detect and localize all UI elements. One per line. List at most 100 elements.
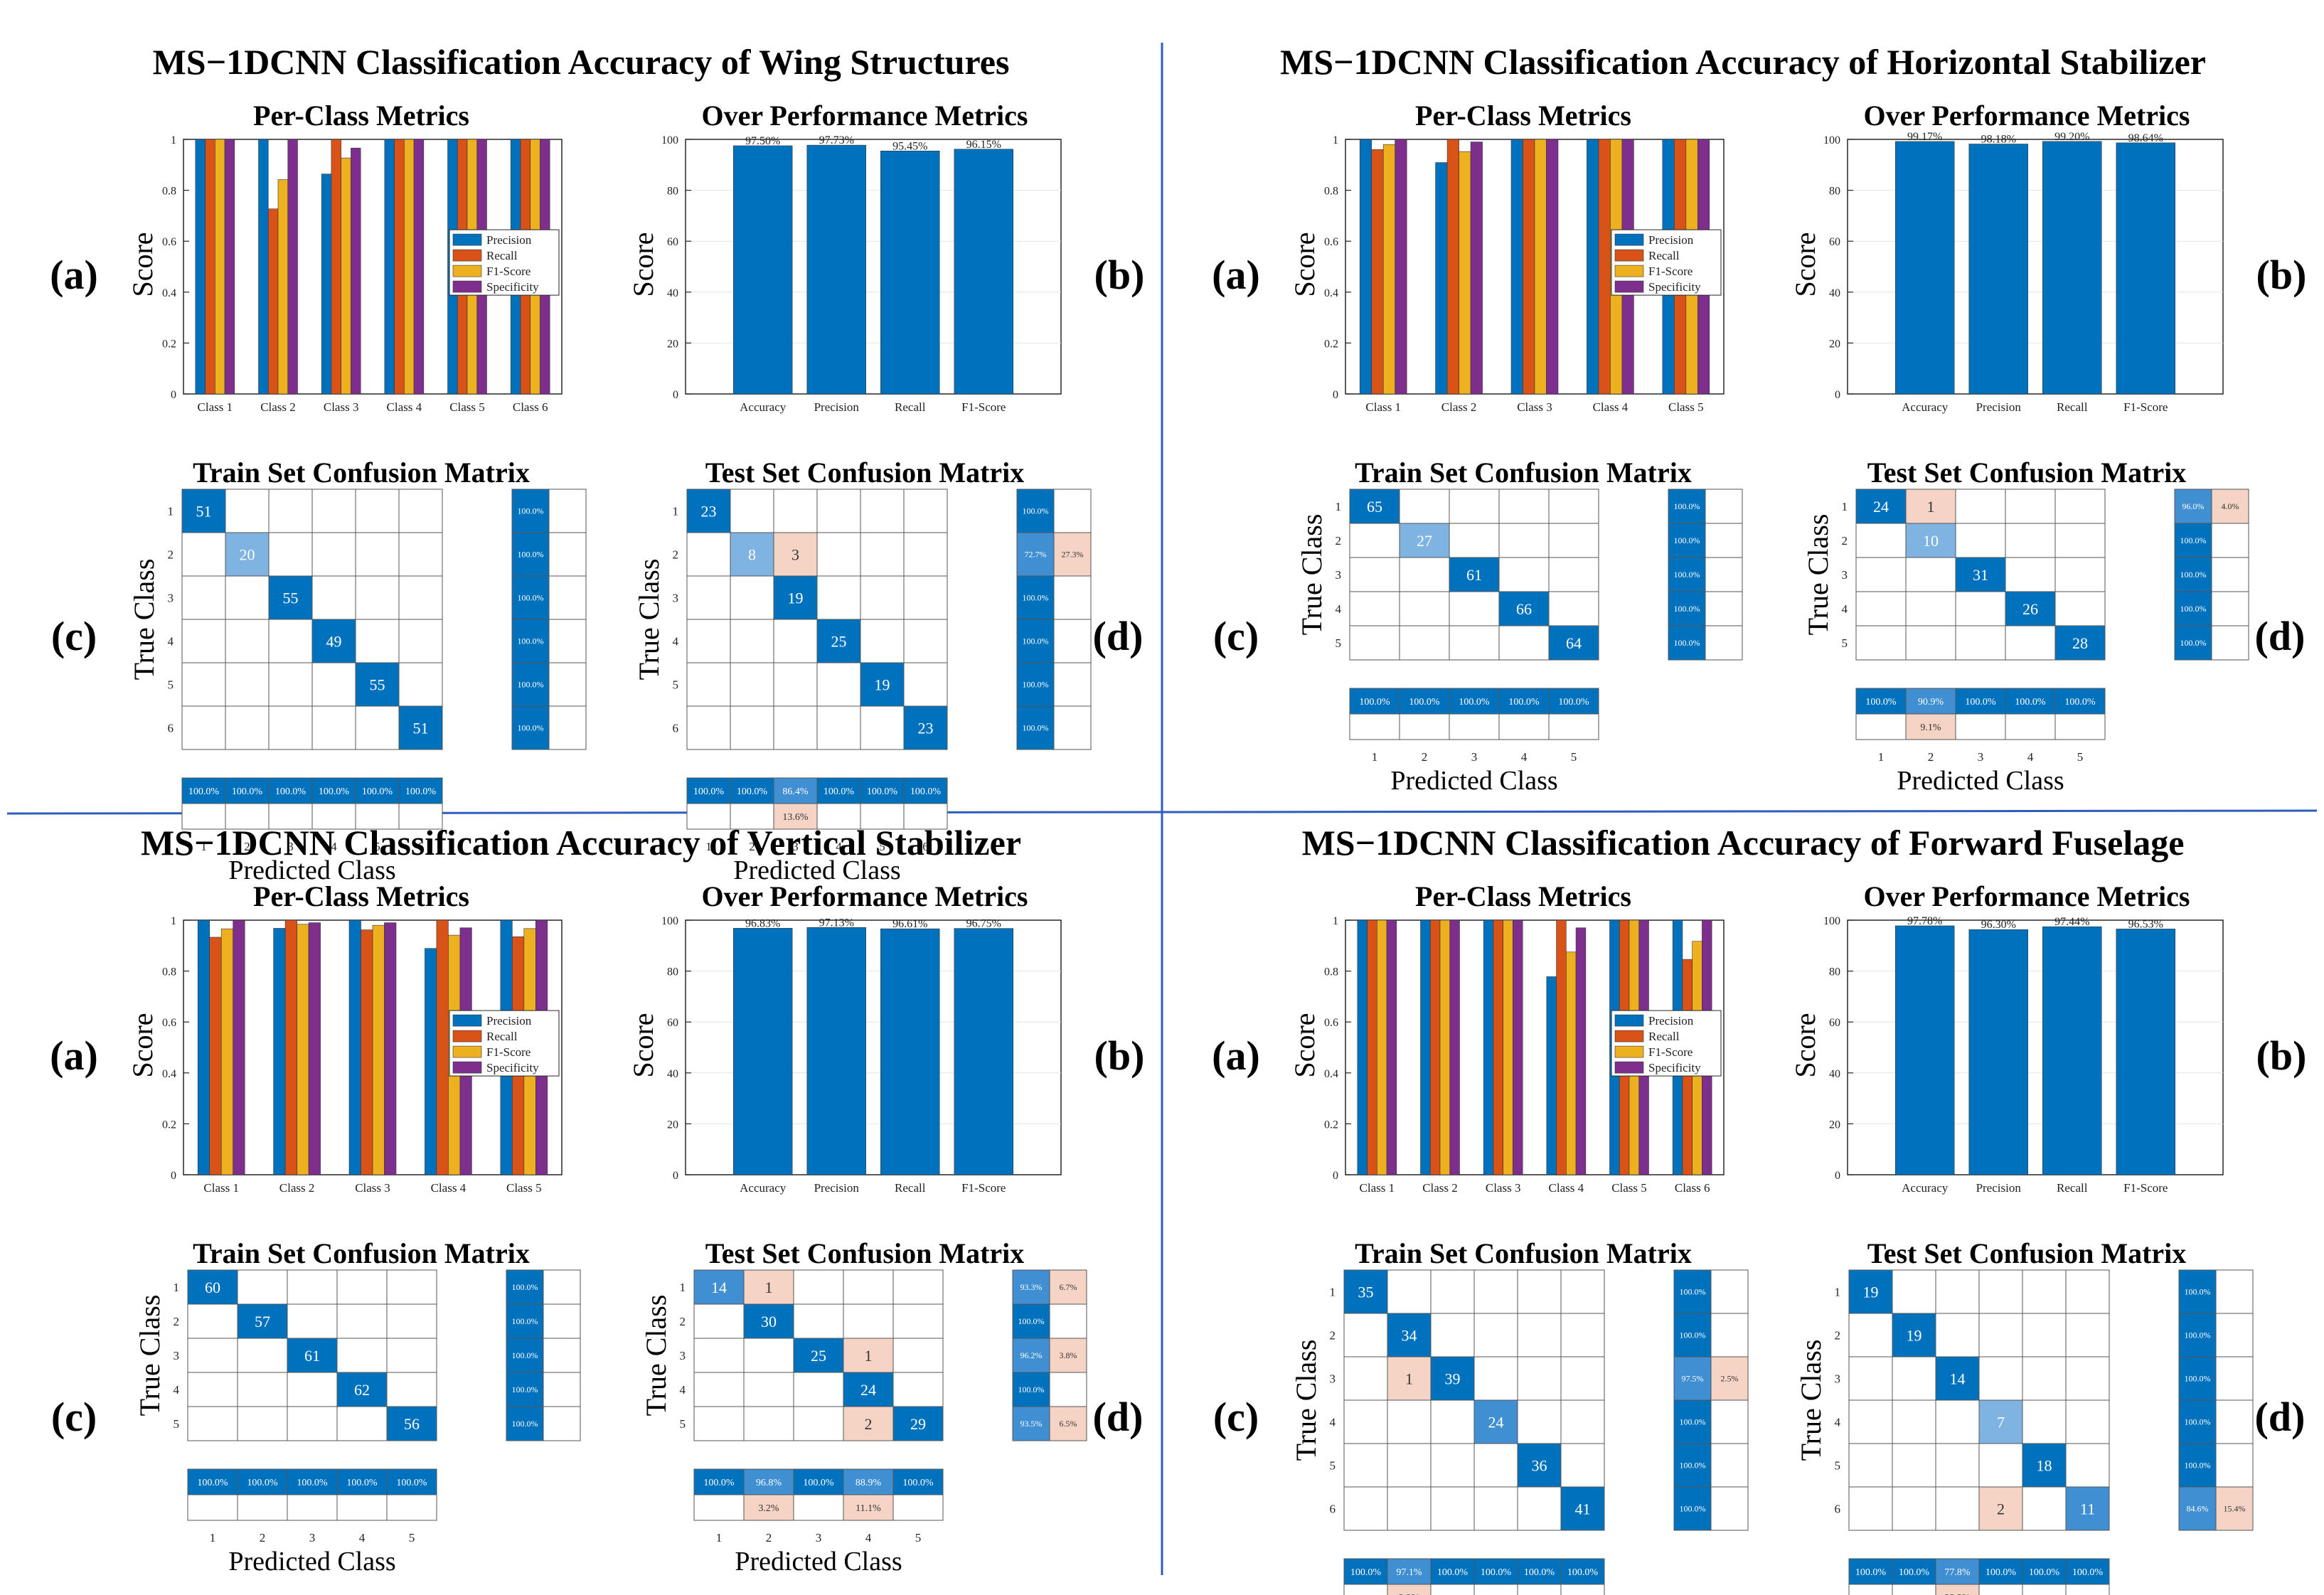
col-summary-error <box>386 1494 437 1521</box>
label-b: (b) <box>2256 1033 2307 1079</box>
cm-cell <box>743 1338 794 1373</box>
x-tick-label: Class 5 <box>1668 400 1704 414</box>
test-cm-title: Test Set Confusion Matrix <box>1867 1237 2187 1269</box>
cm-cell <box>773 705 818 750</box>
cm-cell <box>2054 557 2106 592</box>
col-summary-correct-label: 100.0% <box>902 1478 934 1488</box>
col-summary-correct-label: 88.9% <box>855 1478 882 1488</box>
row-summary-correct-label: 100.0% <box>1023 723 1049 733</box>
y-tick-label: 1 <box>1333 134 1338 146</box>
col-summary-error <box>1955 713 2006 740</box>
row-summary-correct-label: 100.0% <box>1023 593 1049 603</box>
cm-row-tick: 2 <box>680 1315 686 1328</box>
bar-recall-1 <box>1367 919 1377 1175</box>
cm-cell <box>225 532 270 577</box>
row-summary-error <box>2211 489 2249 524</box>
col-summary-correct <box>730 777 774 804</box>
cm-cell <box>892 1372 944 1407</box>
col-summary-correct-label: 100.0% <box>1359 697 1390 708</box>
cm-cell <box>1560 1486 1605 1531</box>
cm-cell <box>2005 523 2056 558</box>
col-summary-error-label: 3.2% <box>758 1503 779 1514</box>
legend-swatch-recall <box>452 1030 482 1042</box>
cm-cell <box>1548 489 1599 524</box>
cm-cell <box>816 705 861 750</box>
label-b: (b) <box>1094 252 1145 298</box>
col-summary-correct-label: 100.0% <box>1965 697 1996 708</box>
col-summary-correct-label: 100.0% <box>232 786 263 797</box>
cm-cell <box>1978 1443 2023 1488</box>
row-summary-error-label: 3.8% <box>1060 1350 1077 1360</box>
row-summary-correct-label: 100.0% <box>1674 570 1700 580</box>
col-summary-error <box>1473 1584 1518 1595</box>
cm-cell <box>237 1406 288 1441</box>
cm-cell <box>1449 523 1500 558</box>
label-d: (d) <box>2255 613 2306 659</box>
col-summary-correct-label: 100.0% <box>197 1478 228 1488</box>
cm-cell <box>892 1269 944 1305</box>
cm-cell <box>730 619 774 663</box>
bar-recall-3 <box>1493 919 1503 1175</box>
cm-cell <box>355 489 400 533</box>
cm-row-tick: 4 <box>1835 1416 1841 1429</box>
cm-cell <box>1498 591 1550 626</box>
cm-cell <box>2065 1313 2110 1357</box>
col-summary-correct <box>693 1468 745 1495</box>
bar-precision-3 <box>1510 139 1523 395</box>
cm-row-tick: 2 <box>174 1315 180 1328</box>
cm-col-tick: 5 <box>1571 750 1577 764</box>
cm-row-tick: 5 <box>680 1417 686 1431</box>
cm-cell <box>1978 1313 2023 1357</box>
x-tick-label: Class 3 <box>1517 400 1552 414</box>
cm-row-tick: 2 <box>168 548 174 562</box>
cm-cell <box>355 705 400 750</box>
cm-row-tick: 5 <box>1330 1459 1336 1473</box>
cm-cell <box>398 532 443 577</box>
score-axis-label: Score <box>627 232 659 297</box>
row-summary-correct <box>506 1406 544 1441</box>
y-tick-label: 0.6 <box>1324 1017 1338 1029</box>
cm-cell-value: 31 <box>1973 566 1988 584</box>
cm-cell <box>1935 1443 1980 1488</box>
row-summary-error <box>2211 625 2249 661</box>
x-tick-label: Class 4 <box>387 400 422 414</box>
cm-cell-value: 1 <box>1927 498 1935 516</box>
cm-cell <box>1349 591 1400 626</box>
overall-bar-recall <box>2042 926 2102 1175</box>
cm-cell <box>311 489 356 533</box>
x-tick-label: Class 5 <box>1611 1181 1647 1195</box>
cm-cell <box>311 619 356 663</box>
cm-cell <box>693 1269 745 1305</box>
row-summary-correct-label: 100.0% <box>1674 638 1700 648</box>
row-summary-correct-label: 100.0% <box>2185 1287 2211 1297</box>
y-tick-label: 0 <box>1835 389 1840 401</box>
cm-cell-value: 39 <box>1445 1370 1461 1388</box>
col-summary-error <box>860 803 905 830</box>
cm-row-tick: 3 <box>1842 568 1848 582</box>
cm-cell <box>225 662 270 707</box>
cm-cell-value: 24 <box>860 1381 876 1399</box>
cm-cell-value: 19 <box>875 676 890 694</box>
cm-cell <box>1473 1313 1518 1357</box>
row-summary-correct <box>511 489 550 533</box>
cm-row-tick: 2 <box>1336 534 1342 548</box>
row-summary-correct <box>1016 532 1055 577</box>
row-summary-error <box>1049 1406 1087 1441</box>
row-summary-correct <box>2178 1356 2217 1401</box>
x-tick-label: Class 2 <box>279 1181 315 1195</box>
cm-cell <box>686 575 731 620</box>
legend-entry: F1-Score <box>1648 1045 1693 1059</box>
col-summary-correct-label: 100.0% <box>362 786 393 797</box>
col-summary-correct-label: 100.0% <box>803 1478 834 1488</box>
cm-row-tick: 2 <box>673 548 679 562</box>
row-summary-error-label: 6.5% <box>1060 1419 1077 1429</box>
cm-row-tick: 4 <box>174 1383 180 1397</box>
col-summary-error <box>1343 1584 1388 1595</box>
cm-cell <box>398 619 443 663</box>
row-summary-correct-label: 100.0% <box>518 723 544 733</box>
overall-bar-f1-score <box>2116 142 2176 395</box>
cm-cell-value: 55 <box>283 590 299 607</box>
bar-precision-1 <box>1357 919 1368 1175</box>
label-c: (c) <box>51 613 97 659</box>
